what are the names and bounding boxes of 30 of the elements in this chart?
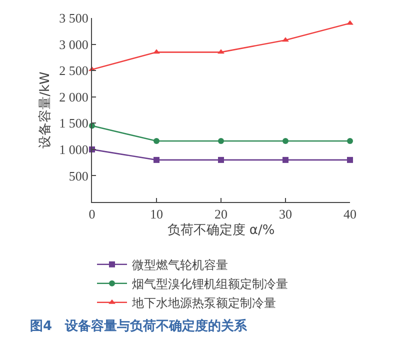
point xyxy=(218,138,224,144)
point xyxy=(153,49,160,54)
legend-label: 烟气型溴化锂机组额定制冷量 xyxy=(132,277,288,292)
point xyxy=(154,138,160,144)
y-tick-label: 2 000 xyxy=(59,89,88,104)
x-tick-label: 10 xyxy=(150,206,163,222)
point xyxy=(282,156,288,163)
x-tick-label: 30 xyxy=(279,206,292,222)
x-tick-label: 0 xyxy=(88,206,96,222)
point xyxy=(154,156,160,163)
point xyxy=(282,37,289,42)
x-tick-label: 20 xyxy=(214,206,228,222)
point xyxy=(347,156,353,163)
y-axis-title: 设备容量/kW xyxy=(37,71,54,148)
legend-label: 地下水地源热泵额定制冷量 xyxy=(131,296,276,310)
text: 图4 设备容量与负荷不确定度的关系 xyxy=(30,318,248,334)
legend-label: 微型燃气轮机容量 xyxy=(132,258,228,272)
point xyxy=(346,20,354,25)
y-tick-label: 2 500 xyxy=(59,63,88,78)
y-tick-label: 1 500 xyxy=(59,116,88,131)
point xyxy=(218,49,224,54)
y-tick-label: 3 500 xyxy=(59,10,88,26)
y-tick-label: 500 xyxy=(68,168,88,184)
point xyxy=(218,156,224,163)
point xyxy=(347,138,353,144)
point xyxy=(282,138,288,144)
y-tick-label: 1 000 xyxy=(59,142,88,157)
x-tick-label: 40 xyxy=(344,206,356,222)
x-axis-title: 负荷不确定度 α/% xyxy=(167,222,275,238)
y-tick-label: 3 000 xyxy=(59,36,88,52)
